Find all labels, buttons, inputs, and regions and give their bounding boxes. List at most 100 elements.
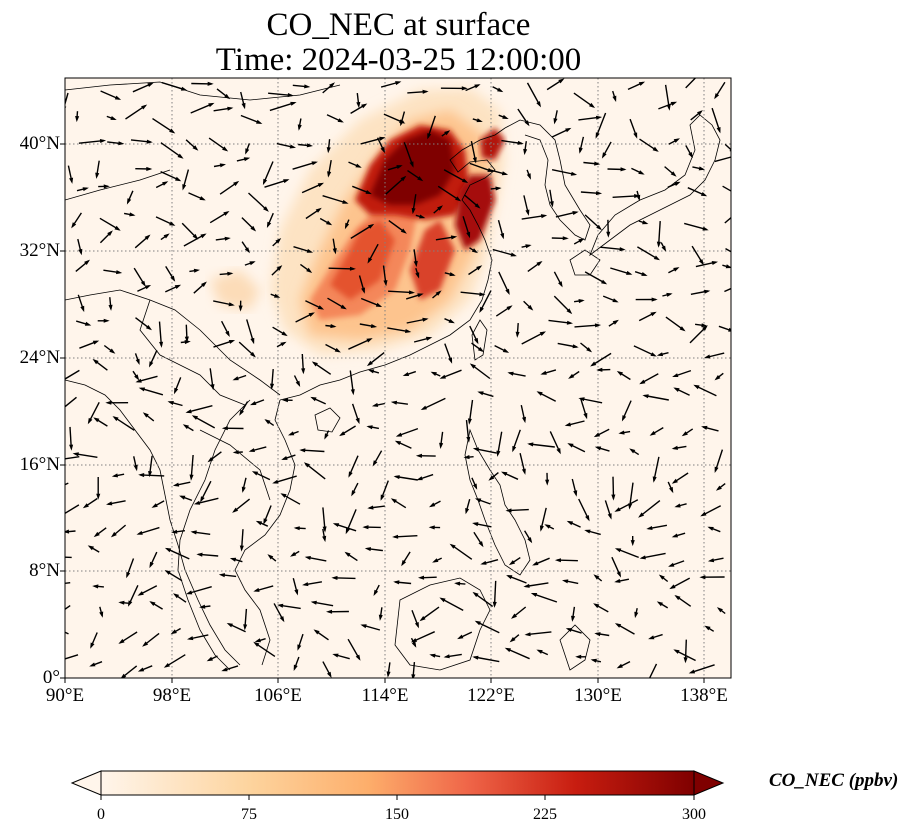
- lat-tick-label: 24°N: [19, 347, 60, 368]
- wind-vector-head: [578, 238, 585, 243]
- wind-vector-head: [549, 201, 554, 208]
- wind-vector-head: [437, 205, 443, 211]
- wind-vector-head: [401, 560, 407, 567]
- wind-vector-head: [474, 84, 481, 89]
- wind-vector-head: [527, 442, 534, 447]
- wind-vector-head: [110, 116, 117, 120]
- wind-vector-head: [444, 130, 451, 136]
- wind-vector-head: [619, 247, 626, 252]
- wind-vector-head: [495, 186, 502, 191]
- wind-vector: [388, 290, 414, 294]
- wind-vector-head: [688, 669, 696, 674]
- wind-vector: [657, 221, 661, 246]
- wind-vector-head: [281, 456, 288, 460]
- wind-vector-head: [656, 241, 661, 248]
- wind-vector-head: [595, 132, 600, 139]
- wind-vector-head: [109, 348, 116, 354]
- wind-vector-head: [415, 453, 422, 458]
- wind-vector-head: [393, 475, 400, 480]
- wind-vector-head: [299, 448, 306, 453]
- wind-vector-head: [525, 244, 532, 249]
- wind-vector-head: [688, 152, 693, 159]
- colorbar-tick-label: 150: [385, 806, 409, 823]
- wind-vector-head: [566, 320, 573, 325]
- wind-vector-head: [472, 655, 479, 660]
- wind-vector: [65, 482, 69, 486]
- wind-vector: [187, 586, 212, 595]
- lon-tick-label: 114°E: [361, 685, 409, 706]
- wind-vector-head: [301, 368, 306, 375]
- colorbar-min-extend: [70, 770, 102, 796]
- colorbar: [70, 770, 725, 800]
- wind-vector-head: [429, 653, 436, 658]
- wind-vector-head: [558, 281, 563, 288]
- wind-vector-head: [126, 198, 132, 205]
- wind-vector-head: [229, 557, 237, 562]
- co-concentration-field: [210, 88, 505, 355]
- wind-vector-head: [184, 340, 191, 345]
- wind-vector-head: [417, 176, 424, 182]
- wind-vector-head: [56, 658, 62, 662]
- wind-vector-head: [539, 525, 544, 532]
- wind-vector-head: [365, 190, 372, 195]
- wind-vector-head: [224, 236, 231, 241]
- wind-vector-head: [392, 534, 399, 539]
- wind-vector-head: [515, 331, 520, 338]
- wind-vector-head: [465, 508, 470, 515]
- wind-vector-head: [673, 138, 680, 143]
- map-title: CO_NEC at surface: [266, 7, 531, 43]
- wind-vector-head: [332, 653, 339, 658]
- wind-vector-head: [621, 415, 627, 422]
- wind-vector-head: [462, 178, 469, 183]
- wind-vector-head: [638, 170, 645, 175]
- wind-vector-head: [107, 230, 113, 236]
- wind-vector-head: [263, 206, 269, 212]
- wind-vector-head: [306, 143, 313, 148]
- wind-vector-head: [281, 331, 288, 337]
- wind-vector-head: [714, 375, 721, 381]
- wind-vector-head: [737, 193, 743, 198]
- wind-vector-head: [56, 380, 62, 385]
- wind-vector: [440, 597, 464, 612]
- wind-vector-head: [650, 311, 657, 317]
- wind-vector-head: [536, 261, 543, 267]
- wind-vector-head: [479, 292, 486, 297]
- wind-vector-head: [671, 445, 678, 450]
- wind-vector-head: [224, 93, 231, 100]
- wind-vector-head: [270, 383, 275, 390]
- wind-vector-head: [566, 308, 573, 315]
- colorbar-max-extend: [693, 770, 725, 796]
- wind-vector-head: [606, 231, 611, 238]
- wind-vector-head: [386, 671, 391, 678]
- wind-vector: [161, 81, 186, 91]
- lon-tick-label: 122°E: [467, 685, 515, 706]
- wind-vector-head: [116, 270, 123, 275]
- wind-vector-head: [82, 187, 89, 192]
- wind-vector: [422, 397, 446, 410]
- wind-vector: [65, 582, 71, 584]
- wind-vector-head: [461, 86, 468, 91]
- wind-vector-head: [589, 102, 596, 108]
- wind-vector-head: [716, 607, 723, 613]
- wind-vector-head: [355, 654, 361, 661]
- wind-vector-head: [408, 290, 415, 295]
- wind-vector-head: [185, 409, 192, 414]
- wind-vector: [595, 112, 607, 138]
- wind-vector: [641, 552, 666, 559]
- wind-vector-head: [614, 548, 622, 553]
- wind-vector-head: [182, 424, 189, 430]
- wind-vector: [348, 338, 372, 350]
- wind-vector: [506, 647, 530, 660]
- wind-vector-head: [191, 415, 198, 420]
- wind-vector-head: [249, 261, 256, 266]
- wind-vector-head: [593, 574, 600, 580]
- wind-vector-head: [596, 367, 603, 372]
- wind-vector-head: [612, 95, 617, 102]
- wind-vector-head: [405, 329, 412, 333]
- wind-vector-head: [611, 494, 616, 501]
- wind-vector: [437, 185, 460, 201]
- lon-tick-label: 98°E: [152, 685, 192, 706]
- wind-vector-head: [607, 513, 612, 520]
- wind-vector-head: [527, 304, 534, 311]
- wind-vector-head: [512, 445, 517, 453]
